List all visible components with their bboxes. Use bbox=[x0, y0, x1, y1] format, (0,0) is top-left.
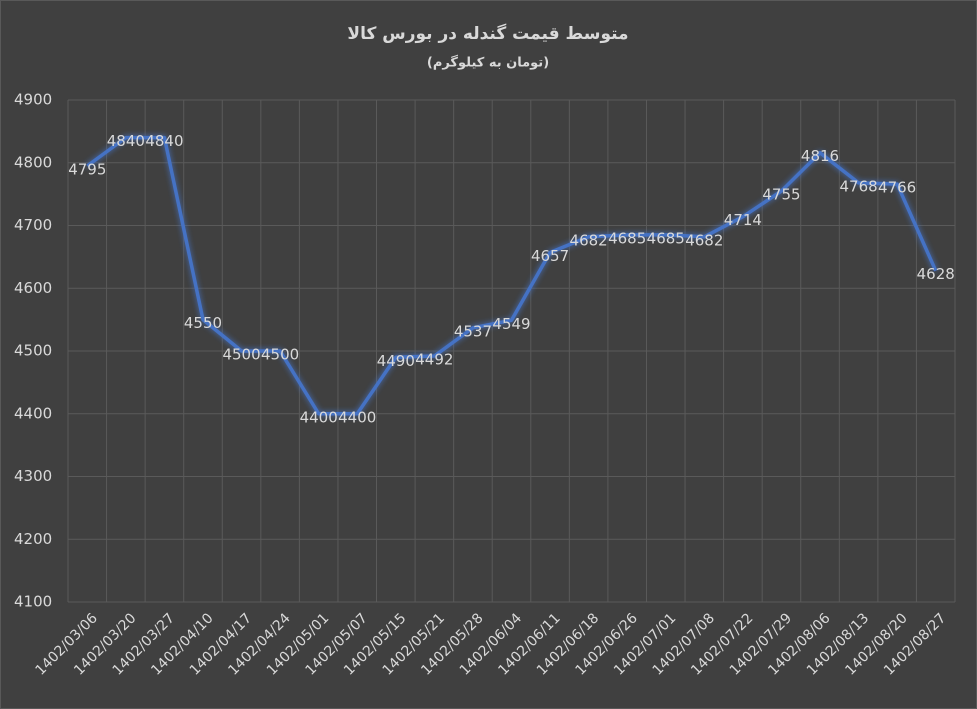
y-tick-label: 4400 bbox=[14, 404, 52, 422]
data-label: 4816 bbox=[801, 147, 839, 165]
y-tick-label: 4100 bbox=[14, 593, 52, 611]
data-label: 4549 bbox=[492, 315, 530, 333]
chart-subtitle: (تومان به کیلوگرم) bbox=[427, 55, 549, 71]
data-line bbox=[86, 135, 938, 416]
data-label: 4768 bbox=[839, 177, 877, 195]
data-label: 4766 bbox=[878, 179, 916, 197]
data-label: 4492 bbox=[415, 351, 453, 369]
data-label: 4628 bbox=[917, 265, 955, 283]
data-label: 4840 bbox=[145, 132, 183, 150]
data-label: 4682 bbox=[570, 231, 608, 249]
y-tick-label: 4700 bbox=[14, 216, 52, 234]
y-tick-label: 4800 bbox=[14, 153, 52, 171]
data-label: 4490 bbox=[377, 352, 415, 370]
data-label: 4795 bbox=[68, 160, 106, 178]
data-label: 4500 bbox=[222, 346, 260, 364]
data-label: 4714 bbox=[724, 211, 762, 229]
chart-title: متوسط قیمت گندله در بورس کالا bbox=[347, 23, 628, 44]
data-label: 4400 bbox=[338, 408, 376, 426]
data-label: 4685 bbox=[608, 229, 646, 247]
data-label: 4500 bbox=[261, 346, 299, 364]
data-label: 4657 bbox=[531, 247, 569, 265]
data-label: 4840 bbox=[107, 132, 145, 150]
data-label: 4400 bbox=[300, 408, 338, 426]
data-label: 4537 bbox=[454, 322, 492, 340]
y-tick-label: 4600 bbox=[14, 279, 52, 297]
data-label: 4682 bbox=[685, 231, 723, 249]
y-tick-label: 4500 bbox=[14, 342, 52, 360]
y-tick-label: 4900 bbox=[14, 91, 52, 109]
data-label: 4550 bbox=[184, 314, 222, 332]
y-tick-label: 4200 bbox=[14, 530, 52, 548]
data-label: 4755 bbox=[762, 185, 800, 203]
y-tick-label: 4300 bbox=[14, 467, 52, 485]
data-label: 4685 bbox=[647, 229, 685, 247]
